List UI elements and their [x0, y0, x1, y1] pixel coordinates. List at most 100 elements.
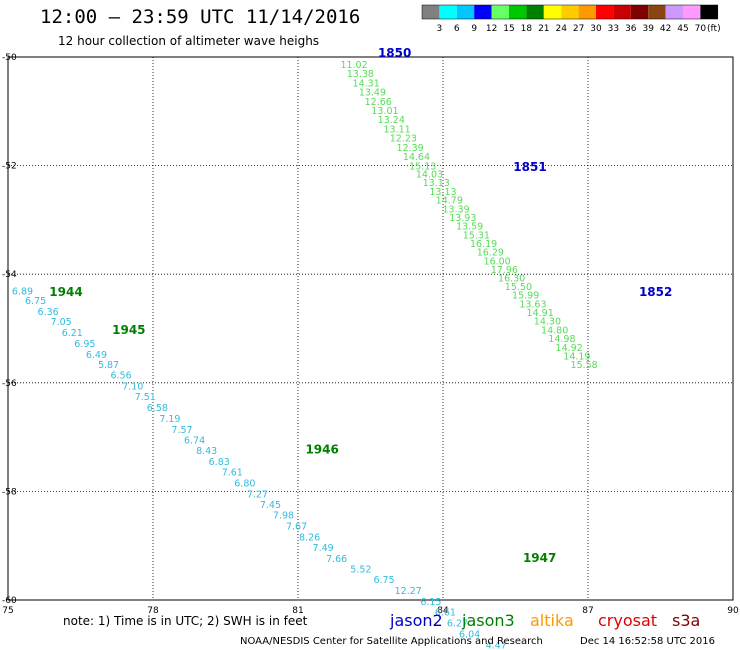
footer-timestamp: Dec 14 16:52:58 UTC 2016: [580, 636, 715, 647]
swh-value-label: 13.63: [519, 299, 546, 310]
grid: [8, 57, 733, 600]
colorbar-swatch: [683, 5, 701, 19]
swh-value-label: 6.21: [62, 328, 83, 339]
swh-value-label: 13.93: [449, 213, 476, 224]
x-tick-label: 78: [147, 606, 159, 616]
swh-value-label: 16.29: [477, 248, 504, 259]
y-tick-label: -56: [2, 379, 17, 389]
swh-value-label: 6.83: [209, 457, 230, 468]
pass-time-label: 1850: [378, 46, 411, 60]
axes: 75 78 81 84 87 90 -50 -52 -54 -56 -58 -60: [2, 53, 739, 616]
swh-value-label: 6.04: [459, 629, 480, 640]
swh-value-label: 14.03: [416, 170, 443, 181]
colorbar-label: 42: [660, 24, 671, 34]
swh-value-label: 8.43: [196, 446, 217, 457]
colorbar-swatch: [474, 5, 492, 19]
swh-value-label: 14.80: [541, 325, 568, 336]
swh-value-label: 6.27: [447, 619, 468, 630]
swh-value-label: 6.74: [184, 436, 205, 447]
colorbar-border: [421, 4, 719, 20]
swh-value-label: 14.31: [353, 78, 380, 89]
y-tick-label: -58: [2, 487, 17, 497]
swh-value-label: 7.45: [260, 500, 281, 511]
swh-value-label: 13.13: [429, 187, 456, 198]
colorbar-label: 12: [486, 24, 497, 34]
colorbar-swatch: [561, 5, 579, 19]
swh-value-label: 15.58: [571, 360, 598, 371]
swh-value-label: 7.10: [122, 381, 143, 392]
swh-value-label: 12.27: [395, 586, 422, 597]
swh-value-label: 13.24: [378, 115, 405, 126]
swh-value-label: 7.66: [326, 554, 347, 565]
swh-value-label: 16.30: [498, 273, 525, 284]
swh-value-label: 12.39: [397, 143, 424, 154]
swh-value-label: 14.91: [527, 308, 554, 319]
swh-value-label: 7.19: [159, 414, 180, 425]
swh-value-label: 5.87: [98, 360, 119, 371]
swh-value-label: 14.30: [534, 317, 561, 328]
swh-value-label: 6.89: [12, 286, 33, 297]
swh-value-label: 13.38: [347, 69, 374, 80]
swh-value-label: 16.19: [470, 239, 497, 250]
colorbar-swatch: [456, 5, 475, 19]
swh-value-label: 6.15: [420, 597, 441, 608]
colorbar-label: 6: [454, 24, 460, 34]
colorbar-unit: (ft): [707, 24, 721, 34]
swh-value-label: 14.98: [548, 334, 575, 345]
colorbar-label: 18: [521, 24, 533, 34]
swh-value-label: 8.26: [299, 532, 320, 543]
colorbar-swatch: [526, 5, 544, 19]
swh-value-label: 7.57: [171, 425, 192, 436]
swh-value-label: 14.79: [436, 196, 463, 207]
swh-value-label: 7.51: [135, 392, 156, 403]
legend-jason3: jason3: [461, 611, 515, 630]
colorbar-swatch: [422, 5, 440, 19]
swh-value-label: 16.00: [484, 256, 511, 267]
colorbar-label: 24: [555, 24, 567, 34]
swh-value-label: 6.61: [435, 608, 456, 619]
y-tick-label: -60: [2, 596, 17, 606]
colorbar-swatch: [596, 5, 614, 19]
colorbar-label: 21: [538, 24, 549, 34]
swh-value-label: 15.99: [512, 291, 539, 302]
y-tick-label: -50: [2, 53, 17, 63]
colorbar-swatch: [648, 5, 666, 19]
x-tick-label: 87: [582, 606, 593, 616]
pass-time-label: 1946: [305, 442, 338, 456]
swh-value-label: 4.47: [486, 640, 507, 650]
swh-value-label: 14.92: [556, 343, 583, 354]
colorbar-swatch: [509, 5, 527, 19]
plot-area: 11.0213.3814.3113.4912.6613.0113.2413.11…: [12, 46, 672, 650]
legend-s3a: s3a: [672, 611, 700, 630]
swh-value-label: 15.50: [505, 282, 532, 293]
colorbar-swatch: [700, 5, 718, 19]
swh-value-label: 13.39: [442, 204, 469, 215]
swh-value-label: 6.75: [373, 575, 394, 586]
swh-value-label: 13.59: [456, 222, 483, 233]
colorbar-label: 36: [625, 24, 637, 34]
legend-altika: altika: [530, 611, 574, 630]
pass-time-label: 1945: [112, 323, 145, 337]
swh-value-label: 11.02: [340, 60, 367, 71]
colorbar-swatch: [543, 5, 562, 19]
swh-value-label: 5.52: [350, 564, 371, 575]
pass-time-label: 1947: [523, 551, 556, 565]
colorbar-label: 39: [642, 24, 654, 34]
swh-value-label: 13.11: [383, 124, 410, 135]
colorbar: 3 6 9 12 15 18 21 24 27 30 33 36 39 42 45 70 (ft): [421, 4, 721, 34]
footer-note: note: 1) Time is in UTC; 2) SWH is in fe…: [63, 614, 308, 628]
plot-frame: [7, 56, 734, 601]
swh-value-label: 6.36: [38, 307, 59, 318]
swh-value-label: 6.49: [86, 350, 107, 361]
satellite-legend: jason2 jason3 altika cryosat s3a: [389, 611, 700, 630]
swh-value-label: 6.95: [74, 339, 95, 350]
colorbar-label: 3: [437, 24, 443, 34]
legend-jason2: jason2: [389, 611, 443, 630]
colorbar-label: 15: [503, 24, 514, 34]
colorbar-swatch: [665, 5, 683, 19]
colorbar-swatch: [613, 5, 631, 19]
pass-time-label: 1851: [513, 160, 546, 174]
swh-value-label: 13.49: [359, 88, 386, 99]
x-tick-label: 90: [727, 606, 739, 616]
